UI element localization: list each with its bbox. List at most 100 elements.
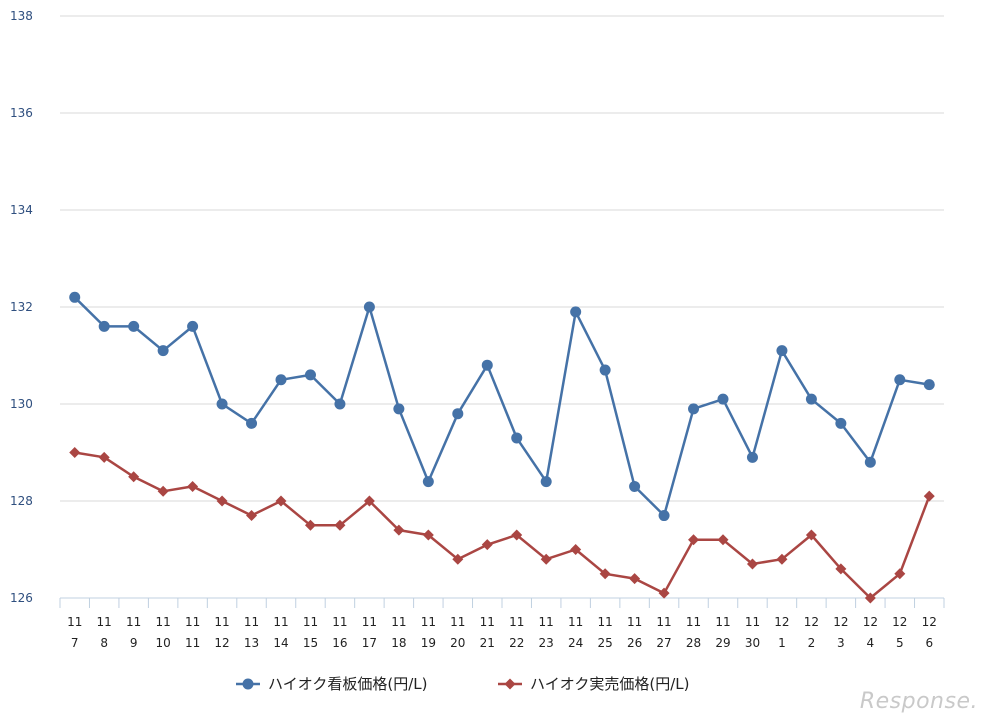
x-tick-label-month: 11 (686, 615, 701, 629)
data-point (570, 306, 582, 318)
y-axis-tick-labels: 126 128 130 132 134 136 138 (10, 9, 33, 605)
x-tick-label-month: 11 (273, 615, 288, 629)
data-point (658, 587, 670, 599)
data-point (422, 529, 434, 541)
y-tick-label: 134 (10, 203, 33, 217)
x-tick-label-day: 29 (715, 636, 730, 650)
data-point (746, 451, 758, 463)
x-tick-label-day: 18 (391, 636, 406, 650)
data-point (511, 529, 523, 541)
legend: ハイオク看板価格(円/L) ハイオク実売価格(円/L) (236, 675, 690, 693)
x-tick-label-day: 22 (509, 636, 524, 650)
series-line-1 (73, 296, 930, 517)
x-tick-label-month: 11 (656, 615, 671, 629)
x-tick-label-day: 7 (71, 636, 79, 650)
data-point (894, 374, 906, 386)
x-tick-label-day: 25 (597, 636, 612, 650)
x-tick-label-day: 26 (627, 636, 642, 650)
legend-label: ハイオク看板価格(円/L) (268, 675, 428, 693)
data-point (157, 345, 169, 357)
x-tick-label-month: 12 (804, 615, 819, 629)
data-point (187, 320, 199, 332)
x-tick-label-month: 11 (627, 615, 642, 629)
data-point (187, 480, 199, 492)
data-point (481, 359, 493, 371)
x-tick-label-month: 11 (568, 615, 583, 629)
x-tick-label-day: 27 (656, 636, 671, 650)
x-tick-label-day: 21 (480, 636, 495, 650)
data-point (894, 568, 906, 580)
x-tick-label-month: 11 (715, 615, 730, 629)
x-tick-label-day: 24 (568, 636, 583, 650)
x-tick-label-month: 11 (450, 615, 465, 629)
legend-marker-icon (504, 678, 516, 690)
data-point (452, 408, 464, 420)
y-tick-label: 132 (10, 300, 33, 314)
legend-item-2: ハイオク実売価格(円/L) (498, 675, 690, 693)
data-point (835, 417, 847, 429)
x-tick-label-day: 17 (362, 636, 377, 650)
data-point (246, 417, 258, 429)
x-tick-label-day: 16 (332, 636, 347, 650)
data-point (393, 403, 405, 415)
x-tick-label-month: 11 (745, 615, 760, 629)
x-tick-label-month: 11 (391, 615, 406, 629)
x-tick-label-month: 12 (892, 615, 907, 629)
x-axis-tick-labels: 1171181191110111111121113111411151116111… (67, 615, 937, 650)
data-point (658, 510, 670, 522)
x-tick-label-day: 12 (214, 636, 229, 650)
x-tick-label-month: 11 (597, 615, 612, 629)
x-tick-label-day: 9 (130, 636, 138, 650)
data-point (452, 553, 464, 565)
legend-label: ハイオク実売価格(円/L) (530, 675, 690, 693)
x-tick-label-month: 12 (833, 615, 848, 629)
data-point (746, 558, 758, 570)
x-tick-label-month: 12 (863, 615, 878, 629)
x-tick-label-month: 11 (97, 615, 112, 629)
y-tick-label: 136 (10, 106, 33, 120)
x-tick-label-month: 11 (421, 615, 436, 629)
data-point (69, 291, 81, 303)
data-point (98, 451, 110, 463)
x-axis (59, 597, 945, 608)
x-tick-label-day: 15 (303, 636, 318, 650)
x-tick-label-month: 11 (303, 615, 318, 629)
gridlines (60, 15, 944, 502)
x-tick-label-day: 5 (896, 636, 904, 650)
x-tick-label-month: 11 (126, 615, 141, 629)
data-point (481, 539, 493, 551)
x-tick-label-day: 3 (837, 636, 845, 650)
data-point (776, 345, 788, 357)
series-line-2 (74, 451, 931, 600)
y-tick-label: 126 (10, 591, 33, 605)
x-tick-label-day: 8 (100, 636, 108, 650)
series-lines (69, 291, 935, 604)
x-tick-label-day: 28 (686, 636, 701, 650)
x-tick-label-month: 12 (774, 615, 789, 629)
x-tick-label-month: 11 (244, 615, 259, 629)
data-point (69, 447, 81, 458)
data-point (923, 490, 935, 502)
y-tick-label: 128 (10, 494, 33, 508)
data-point (363, 301, 375, 313)
x-tick-label-day: 23 (539, 636, 554, 650)
data-point (275, 374, 287, 386)
data-point (540, 476, 552, 488)
x-tick-label-month: 11 (362, 615, 377, 629)
y-tick-label: 138 (10, 9, 33, 23)
data-point (570, 544, 582, 555)
data-point (776, 553, 788, 565)
data-point (98, 320, 110, 332)
x-tick-label-day: 13 (244, 636, 259, 650)
x-tick-label-month: 12 (922, 615, 937, 629)
data-point (422, 476, 434, 488)
x-tick-label-day: 6 (925, 636, 933, 650)
data-point (923, 379, 935, 391)
y-tick-label: 130 (10, 397, 33, 411)
x-tick-label-month: 11 (185, 615, 200, 629)
x-tick-label-month: 11 (539, 615, 554, 629)
data-point (835, 563, 847, 575)
data-point (216, 398, 228, 410)
data-point (304, 369, 316, 381)
